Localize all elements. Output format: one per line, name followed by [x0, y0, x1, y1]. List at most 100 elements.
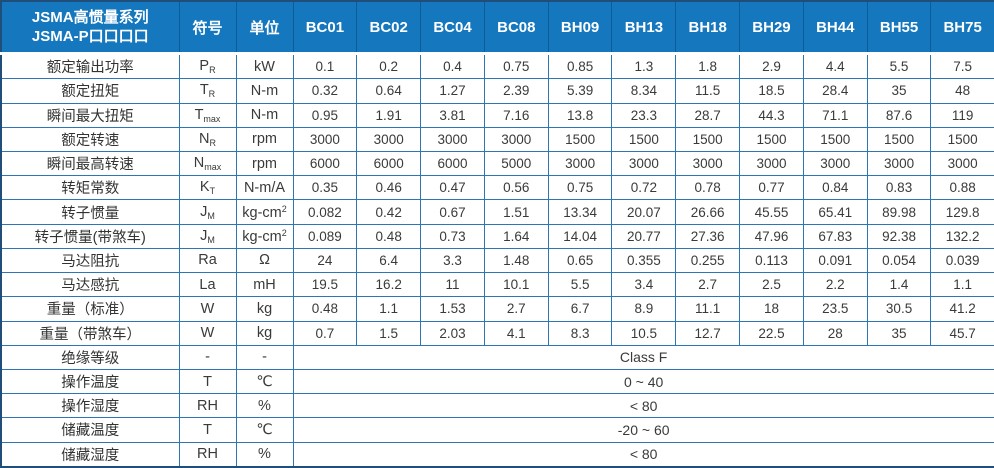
value-cell: 71.1 — [802, 102, 868, 128]
row-label: 转子惯量 — [0, 199, 180, 225]
value-cell: 1.51 — [483, 199, 549, 225]
value-cell: 1500 — [739, 126, 804, 152]
unit-cell: N-m — [235, 78, 294, 104]
value-cell: 3.81 — [420, 102, 485, 128]
value-cell: 0.1 — [292, 52, 358, 80]
value-cell: 8.34 — [611, 78, 677, 104]
symbol-cell: RH — [178, 393, 237, 419]
table-row: 操作温度 T ℃ 0 ~ 40 — [0, 368, 994, 395]
model-column-header: BH18 — [675, 1, 741, 55]
value-cell: 12.7 — [675, 320, 741, 346]
symbol-text: - — [205, 349, 210, 366]
unit-cell: Ω — [235, 247, 294, 274]
value-cell: 16.2 — [356, 272, 422, 298]
value-cell: 2.7 — [483, 296, 549, 322]
value-cell: 10.1 — [483, 272, 549, 298]
symbol-text: J — [200, 203, 208, 220]
row-label: 瞬间最大扭矩 — [0, 102, 180, 128]
value-cell: 45.7 — [930, 320, 994, 346]
symbol-text: W — [200, 325, 215, 342]
unit-cell: rpm — [235, 150, 294, 177]
symbol-text: T — [203, 373, 212, 390]
row-label: 额定转速 — [0, 126, 180, 152]
value-cell: 20.07 — [611, 199, 677, 225]
unit-text: ℃ — [256, 421, 273, 438]
symbol-text: N — [199, 130, 210, 147]
value-cell: 3000 — [611, 150, 677, 177]
row-label: 重量（带煞车） — [0, 320, 180, 346]
value-cell: 4.4 — [802, 52, 868, 80]
header-row: JSMA高惯量系列 JSMA-P口口口口 符号 单位 BC01 BC02 BC04 B… — [0, 1, 994, 55]
symbol-cell: Ra — [178, 247, 237, 274]
value-cell: 92.38 — [866, 223, 932, 249]
value-cell: 0.082 — [292, 199, 358, 225]
value-cell: 0.75 — [483, 52, 549, 80]
value-cell: 2.9 — [739, 52, 804, 80]
value-cell: 1.8 — [675, 52, 741, 80]
unit-text: Ω — [259, 252, 270, 269]
symbol-text: Ra — [198, 252, 217, 269]
table-row: 绝缘等级 - - Class F — [0, 344, 994, 370]
value-cell: 0.77 — [739, 175, 804, 201]
unit-cell: - — [235, 344, 294, 370]
value-cell: 3000 — [547, 150, 613, 177]
series-title-header: JSMA高惯量系列 JSMA-P口口口口 — [0, 1, 180, 55]
symbol-cell: T — [178, 417, 237, 443]
value-cell: 3000 — [420, 126, 485, 152]
model-column-header: BH13 — [611, 1, 677, 55]
table-row: 转子惯量(带煞车) JM kg-cm2 0.089 0.48 0.73 1.64 14.04 2… — [0, 223, 994, 249]
model-column-header: BC08 — [483, 1, 549, 55]
value-cell: 0.039 — [930, 247, 994, 274]
symbol-subscript: R — [208, 89, 216, 100]
value-cell: 27.36 — [675, 223, 741, 249]
symbol-text: T — [199, 82, 209, 99]
symbol-cell: JM — [178, 199, 237, 225]
unit-text: rpm — [252, 131, 277, 148]
model-column-header: BC01 — [292, 1, 358, 55]
table-row: 额定输出功率 PR kW 0.1 0.2 0.4 0.75 0.85 1.3 1.8 2.9 4.4 5… — [0, 52, 994, 80]
value-cell: 48 — [930, 78, 994, 104]
symbol-text: RH — [197, 397, 218, 414]
symbol-text: K — [199, 179, 210, 196]
value-cell: 1500 — [675, 126, 741, 152]
merged-value-cell: < 80 — [292, 441, 994, 468]
unit-cell: kg — [235, 320, 294, 346]
value-cell: 47.96 — [739, 223, 804, 249]
value-cell: 1.1 — [356, 296, 422, 322]
unit-text: kW — [254, 58, 275, 75]
value-cell: 89.98 — [866, 199, 932, 225]
symbol-text: La — [199, 276, 216, 293]
symbol-cell: RH — [178, 441, 237, 468]
unit-text: rpm — [252, 155, 277, 172]
model-column-header: BH55 — [866, 1, 932, 55]
value-cell: 0.7 — [292, 320, 358, 346]
value-cell: 1500 — [802, 126, 868, 152]
value-cell: 1500 — [866, 126, 932, 152]
value-cell: 10.5 — [611, 320, 677, 346]
value-cell: 0.65 — [547, 247, 613, 274]
symbol-subscript: R — [209, 65, 216, 76]
table-row: 马达阻抗 Ra Ω 24 6.4 3.3 1.48 0.65 0.355 0.255 0.113 0.… — [0, 247, 994, 274]
value-cell: 0.64 — [356, 78, 422, 104]
value-cell: 0.35 — [292, 175, 358, 201]
value-cell: 13.8 — [547, 102, 613, 128]
value-cell: 44.3 — [739, 102, 804, 128]
symbol-text: J — [200, 227, 208, 244]
symbol-text: P — [199, 58, 210, 75]
table-row: 额定转速 NR rpm 3000 3000 3000 3000 1500 1500 1500 150… — [0, 126, 994, 152]
row-label: 操作湿度 — [0, 393, 180, 419]
value-cell: 0.56 — [483, 175, 549, 201]
value-cell: 0.32 — [292, 78, 358, 104]
row-label: 马达感抗 — [0, 272, 180, 298]
value-cell: 5.5 — [547, 272, 613, 298]
value-cell: 20.77 — [611, 223, 677, 249]
value-cell: 1.53 — [420, 296, 485, 322]
value-cell: 0.72 — [611, 175, 677, 201]
value-cell: 1.5 — [356, 320, 422, 346]
value-cell: 67.83 — [802, 223, 868, 249]
value-cell: 0.113 — [739, 247, 804, 274]
value-cell: 0.78 — [675, 175, 741, 201]
value-cell: 6.4 — [356, 247, 422, 274]
